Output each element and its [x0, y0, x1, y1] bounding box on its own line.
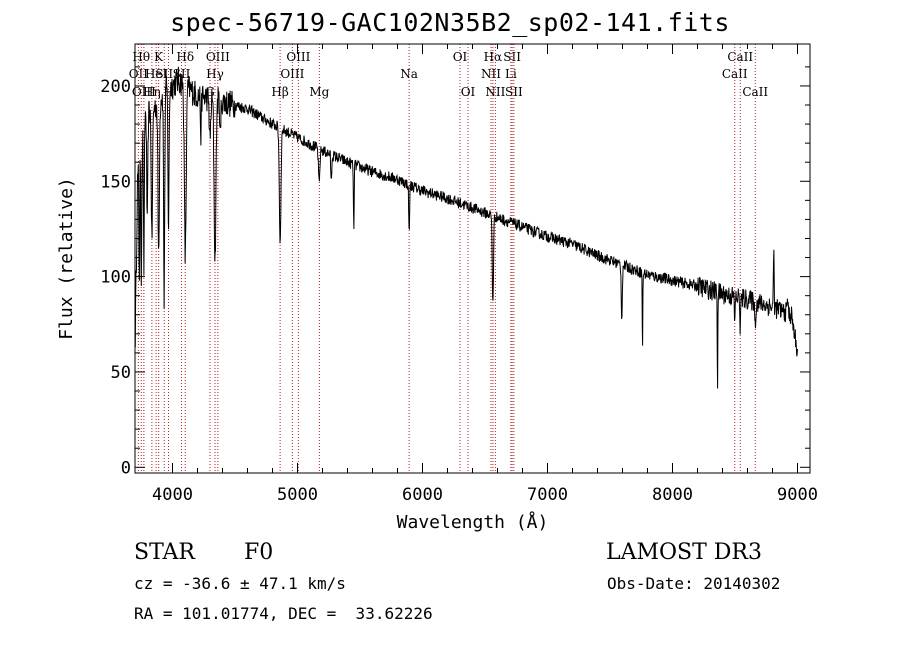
line-marker-label: OIII — [132, 85, 156, 99]
y-tick-label: 150 — [100, 172, 131, 192]
spectrum-line — [134, 66, 798, 389]
line-marker-label: Hα — [484, 50, 503, 64]
line-marker-label: Mg — [309, 85, 329, 99]
line-marker-label: SII — [503, 50, 521, 64]
x-axis-label: Wavelength (Å) — [397, 511, 549, 533]
line-marker-label: Li — [505, 67, 517, 81]
x-tick-label: 4000 — [152, 485, 193, 505]
line-marker-label: NII — [485, 85, 505, 99]
y-tick-label: 100 — [100, 268, 131, 288]
object-class: STAR — [134, 540, 195, 565]
line-marker-label: K — [154, 50, 164, 64]
redshift-readout: cz = -36.6 ± 47.1 km/s — [134, 574, 346, 593]
y-tick-label: 50 — [111, 363, 131, 383]
chart-title: spec-56719-GAC102N35B2_sp02-141.fits — [170, 8, 730, 37]
y-tick-label: 0 — [121, 458, 131, 478]
line-marker-label: Hη — [143, 85, 161, 99]
line-marker-label: SII — [155, 67, 173, 81]
survey-name: LAMOST DR3 — [606, 540, 762, 565]
x-tick-label: 7000 — [527, 485, 568, 505]
line-marker-label: OI — [453, 50, 468, 64]
line-marker-label: OIII — [286, 50, 310, 64]
line-marker-label: H — [163, 85, 173, 99]
line-marker-label: OIII — [206, 50, 230, 64]
line-marker-label: NII — [481, 67, 501, 81]
observation-date: Obs-Date: 20140302 — [607, 574, 781, 593]
line-marker-label: SII — [505, 85, 523, 99]
line-marker-label: OIII — [280, 67, 304, 81]
line-marker-label: Na — [400, 67, 418, 81]
coordinates: RA = 101.01774, DEC = 33.62226 — [134, 604, 433, 623]
line-marker-label: OI — [461, 85, 476, 99]
line-marker-label: Hβ — [271, 85, 288, 99]
line-marker-label: Hγ — [206, 67, 224, 81]
line-marker-label: HeI — [145, 67, 168, 81]
line-marker-label: Hδ — [176, 50, 194, 64]
x-tick-label: 8000 — [652, 485, 693, 505]
x-tick-label: 9000 — [777, 485, 818, 505]
x-tick-label: 5000 — [277, 485, 318, 505]
line-marker-label: CaII — [742, 85, 768, 99]
line-marker-label: G — [205, 85, 215, 99]
spectral-subclass: F0 — [244, 540, 274, 565]
line-marker-label: CaII — [722, 67, 748, 81]
y-axis-label: Flux (relative) — [56, 177, 77, 340]
y-tick-label: 200 — [100, 77, 131, 97]
line-marker-label: Hθ — [132, 50, 150, 64]
x-tick-label: 6000 — [402, 485, 443, 505]
line-marker-label: CaII — [727, 50, 753, 64]
